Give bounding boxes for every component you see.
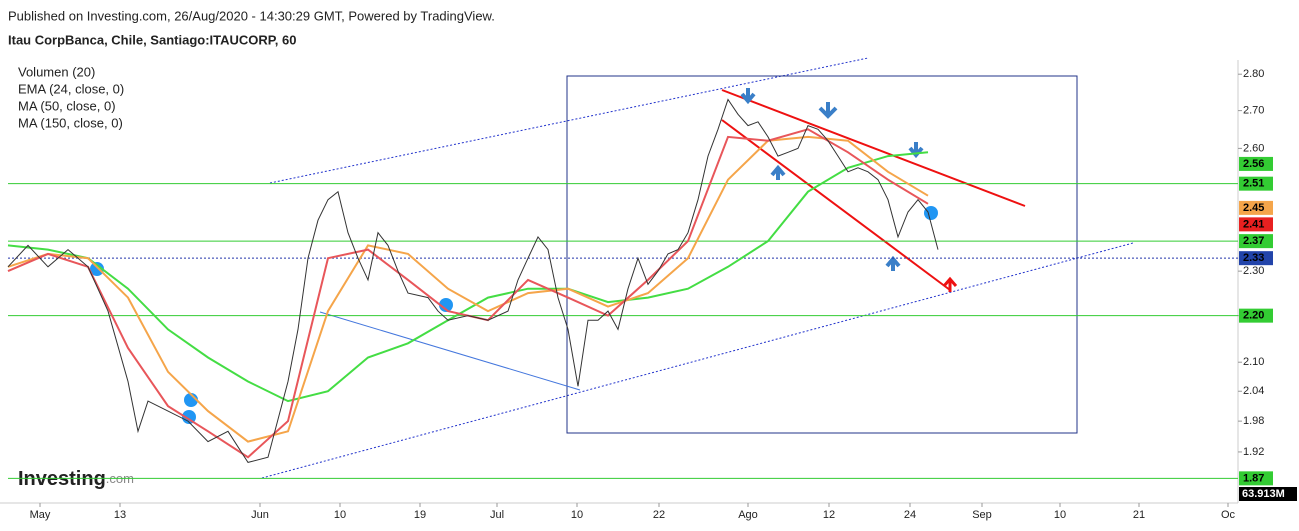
symbol: Itau CorpBanca, Chile, Santiago:ITAUCORP… [8, 32, 296, 47]
price-label-box [1239, 471, 1273, 486]
volume-label-box [1239, 487, 1297, 501]
legend-entry: MA (150, close, 0) [18, 115, 123, 130]
price-label-box [1239, 200, 1273, 215]
price-label: 2.56 [1243, 158, 1264, 170]
y-tick-label: 2.60 [1243, 142, 1264, 154]
price-label: 2.45 [1243, 202, 1264, 214]
y-tick-label: 1.92 [1243, 446, 1264, 458]
price-label-box [1239, 234, 1273, 249]
x-tick-label: 12 [823, 509, 835, 521]
series-line [7, 151, 929, 403]
x-tick-label: 21 [1133, 509, 1145, 521]
price-label: 1.87 [1243, 472, 1264, 484]
series-line [7, 98, 939, 463]
x-tick-label: 10 [1054, 509, 1066, 521]
x-tick-label: 10 [571, 509, 583, 521]
y-tick-label: 2.04 [1243, 385, 1264, 397]
y-tick-label: 1.98 [1243, 415, 1264, 427]
series-line [7, 135, 929, 443]
x-tick-label: Jul [490, 509, 504, 521]
x-tick-label: May [30, 509, 51, 521]
legend-entry: EMA (24, close, 0) [18, 81, 124, 96]
published: Published on Investing.com, 26/Aug/2020 … [8, 8, 495, 23]
price-label: 2.41 [1243, 218, 1264, 230]
price-label-box [1239, 156, 1273, 171]
price-label-box [1239, 176, 1273, 191]
volume-label: 63.913M [1242, 488, 1285, 500]
price-label-box [1239, 251, 1273, 266]
price-label: 2.51 [1243, 178, 1264, 190]
x-tick-label: 22 [653, 509, 665, 521]
x-tick-label: Oc [1221, 509, 1236, 521]
price-label: 2.33 [1243, 252, 1264, 264]
price-label: 2.37 [1243, 235, 1264, 247]
x-tick-label: 10 [334, 509, 346, 521]
price-label: 2.20 [1243, 310, 1264, 322]
legend-entry: MA (50, close, 0) [18, 98, 116, 113]
x-tick-label: 19 [414, 509, 426, 521]
price-label-box [1239, 217, 1273, 232]
logo: Investing.com [18, 468, 134, 490]
drawings [90, 57, 1134, 479]
y-tick-label: 2.80 [1243, 68, 1264, 80]
y-tick-label: 2.70 [1243, 105, 1264, 117]
y-tick-label: 2.10 [1243, 356, 1264, 368]
x-tick-label: Ago [738, 509, 758, 521]
x-tick-label: 24 [904, 509, 916, 521]
x-tick-label: Jun [251, 509, 269, 521]
y-tick-label: 2.30 [1243, 265, 1264, 277]
legend-entry: Volumen (20) [18, 64, 95, 79]
x-tick-label: 13 [114, 509, 126, 521]
price-label-box [1239, 308, 1273, 323]
x-tick-label: Sep [972, 509, 992, 521]
